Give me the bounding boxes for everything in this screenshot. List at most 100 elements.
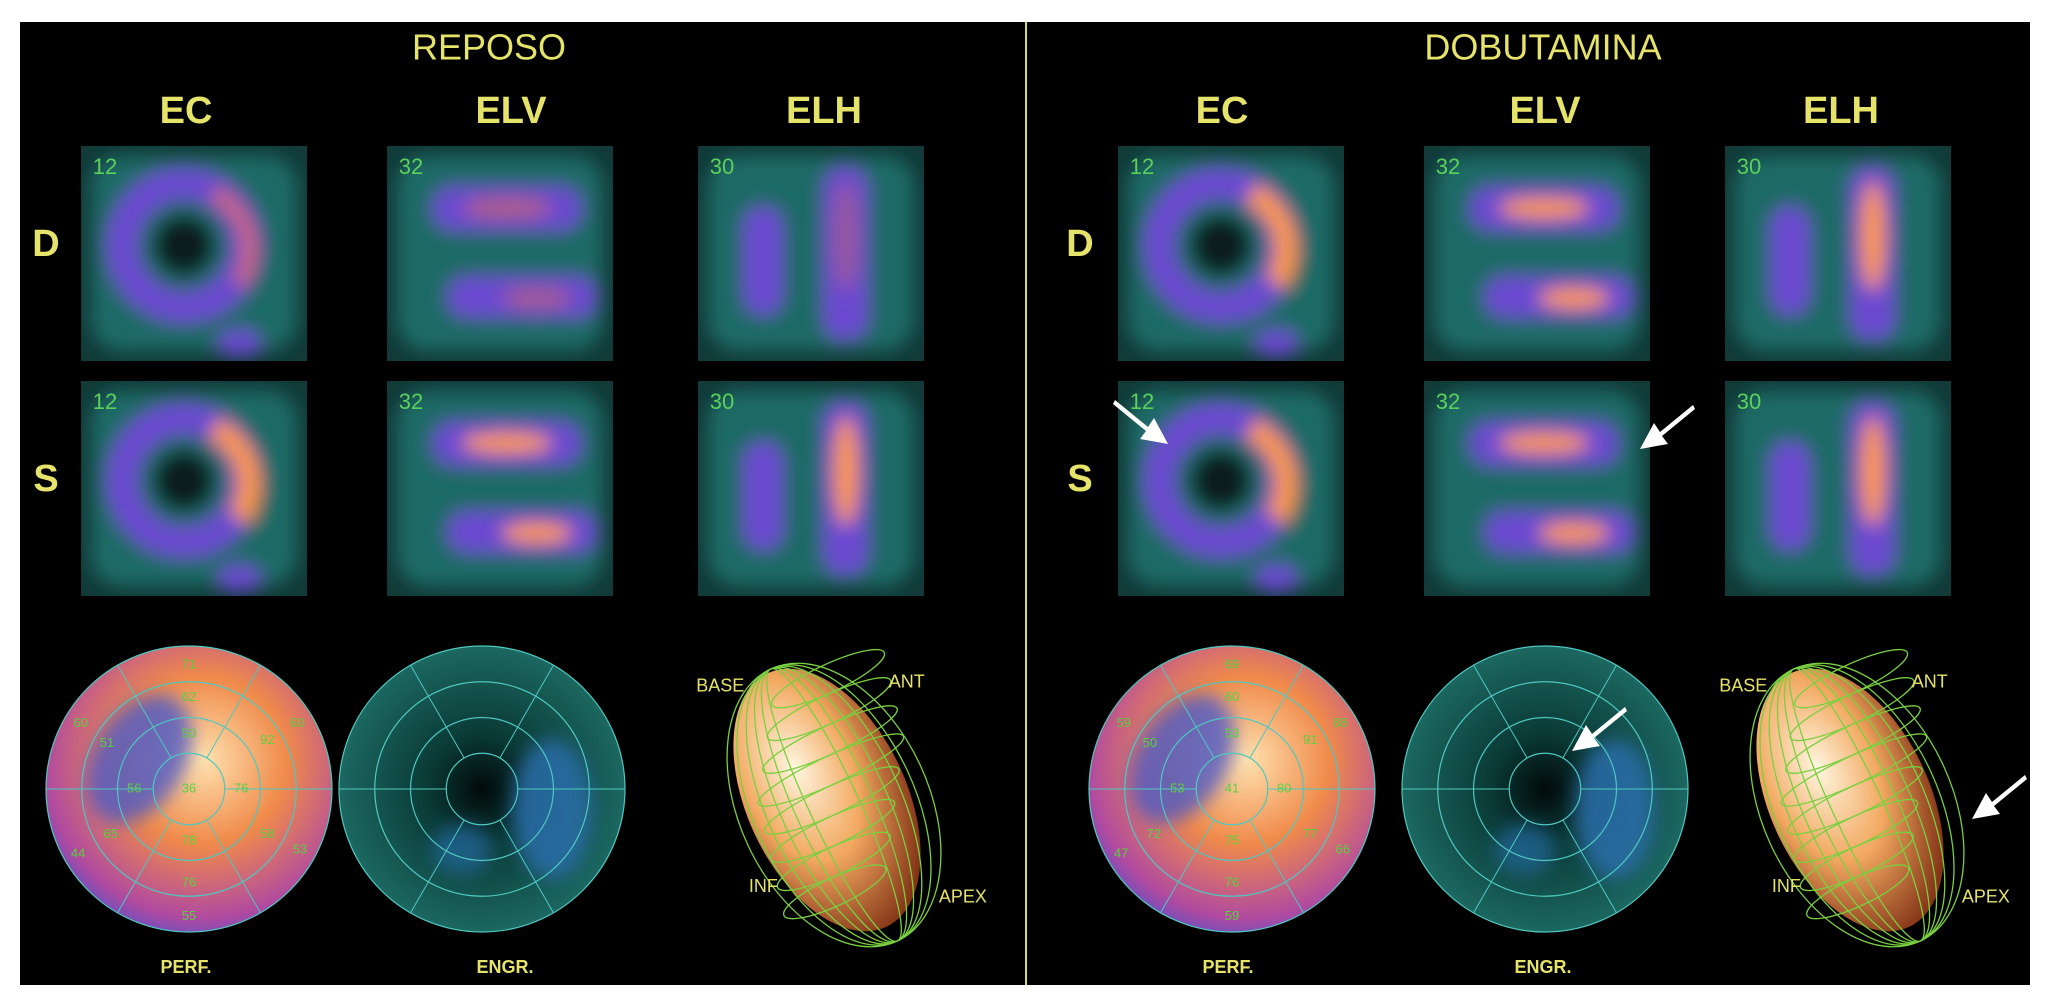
hot — [1499, 433, 1589, 453]
perf-value: 51 — [100, 735, 114, 750]
engr-patches — [1495, 739, 1655, 879]
column-header: ELH — [786, 90, 862, 132]
slice-blobs — [1128, 391, 1334, 592]
arrows — [1113, 400, 2027, 819]
patch — [512, 739, 592, 879]
heart-mesh — [726, 648, 942, 948]
perf-value: 50 — [182, 726, 196, 741]
slice-number: 12 — [93, 389, 117, 414]
panel: REPOSO EC ELV ELH D 12 32 30 S 12 32 30 71 62 50 60 92 60… — [32, 27, 987, 977]
perf-value: 56 — [127, 780, 141, 795]
row-label: D — [1066, 223, 1093, 265]
model-label: ANT — [889, 671, 925, 691]
slice-blobs — [1735, 391, 1941, 586]
slice-blobs — [708, 156, 914, 351]
slice-image — [81, 381, 307, 596]
slice-image — [698, 381, 924, 596]
tissue — [1735, 156, 1941, 351]
model-label: ANT — [1912, 671, 1948, 691]
hot — [502, 288, 572, 308]
slice-number: 12 — [1130, 389, 1154, 414]
lumen — [1191, 215, 1251, 276]
slice-blobs — [91, 156, 297, 357]
row-label: S — [33, 458, 58, 500]
perf-value: 60 — [290, 715, 304, 730]
row-label: D — [32, 223, 59, 265]
slice-number: 30 — [1737, 154, 1761, 179]
perf-value: 60 — [74, 715, 88, 730]
slice-number: 30 — [710, 154, 734, 179]
hot — [502, 523, 572, 543]
defect — [86, 694, 192, 824]
perf-value: 71 — [182, 657, 196, 672]
engr-patches — [432, 739, 592, 879]
polar-spoke — [1160, 819, 1215, 914]
row-label: S — [1067, 458, 1092, 500]
model-label: INF — [1772, 876, 1801, 896]
model-label: INF — [749, 876, 778, 896]
slice-image — [1424, 381, 1650, 596]
map-label: ENGR. — [476, 957, 533, 977]
blob — [217, 329, 261, 357]
perf-value: 50 — [1143, 735, 1157, 750]
perf-value: 76 — [234, 780, 248, 795]
slice-number: 32 — [399, 389, 423, 414]
patch — [1575, 739, 1655, 879]
polar-spoke — [117, 819, 172, 914]
slice-image — [1725, 381, 1951, 596]
mesh-line — [783, 864, 887, 920]
heart-mesh — [1749, 648, 1965, 948]
slice-number: 30 — [710, 389, 734, 414]
polar-spoke — [1249, 819, 1304, 914]
hot — [834, 416, 858, 526]
panel-title: DOBUTAMINA — [1424, 27, 1661, 68]
model-label: BASE — [1719, 675, 1767, 695]
hot — [211, 188, 256, 287]
hot — [1245, 183, 1298, 290]
perf-value: 58 — [260, 826, 274, 841]
panel: DOBUTAMINA EC ELV ELH D 12 32 30 S 12 32 30 69 60 53 88… — [1066, 27, 2010, 977]
tissue — [397, 156, 603, 351]
band-left — [743, 441, 783, 551]
lumen — [154, 215, 214, 276]
perf-value: 76 — [182, 874, 196, 889]
blob — [1254, 329, 1298, 357]
band-left — [1770, 206, 1810, 316]
slice-blobs — [1735, 156, 1941, 351]
slice-blobs — [397, 391, 603, 586]
slice-number: 32 — [399, 154, 423, 179]
mesh-line — [1789, 667, 1925, 943]
slice-blobs — [708, 391, 914, 586]
slice-number: 12 — [1130, 154, 1154, 179]
polar-spoke — [1249, 664, 1304, 759]
slice-blobs — [1434, 391, 1640, 586]
polar-spoke — [117, 664, 172, 759]
perf-value: 47 — [1114, 846, 1128, 861]
perf-value: 65 — [104, 826, 118, 841]
perf-defect — [1129, 694, 1235, 824]
defect — [1129, 694, 1235, 824]
perf-value: 41 — [1225, 780, 1239, 795]
hot — [462, 198, 552, 218]
patch — [1495, 824, 1555, 874]
model-label: APEX — [939, 887, 987, 907]
perf-value: 92 — [260, 732, 274, 747]
polar-spoke — [499, 819, 554, 914]
slice-blobs — [1128, 156, 1334, 357]
tissue — [1735, 391, 1941, 586]
perf-value: 75 — [1225, 833, 1239, 848]
map-label: PERF. — [160, 957, 211, 977]
map-label: ENGR. — [1514, 957, 1571, 977]
slice-blobs — [397, 156, 603, 351]
hot — [1861, 416, 1885, 526]
slice-image — [81, 146, 307, 361]
polar-spoke — [206, 664, 261, 759]
slice-blobs — [1434, 156, 1640, 351]
column-header: ELH — [1803, 90, 1879, 132]
column-header: ELV — [475, 90, 547, 132]
patch — [432, 824, 492, 874]
hot — [1539, 523, 1609, 543]
mesh-line — [766, 667, 902, 943]
slice-image — [1118, 146, 1344, 361]
